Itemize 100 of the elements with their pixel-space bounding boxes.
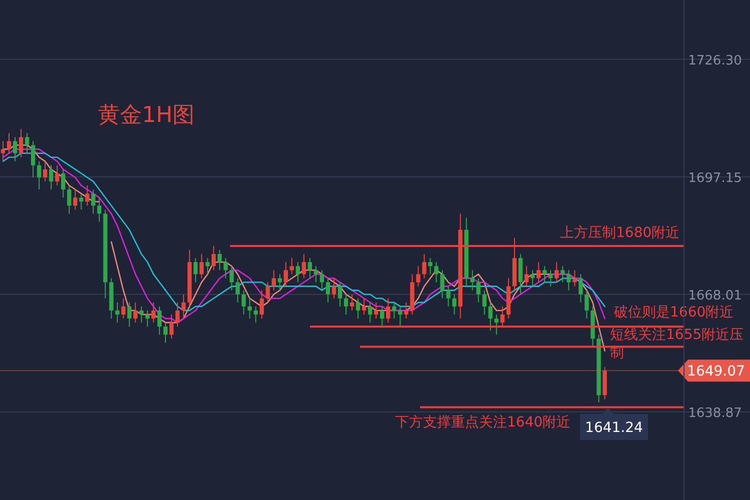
candlestick bbox=[314, 266, 318, 283]
candlestick bbox=[145, 310, 150, 328]
candlestick bbox=[524, 266, 529, 287]
candlestick bbox=[85, 184, 90, 206]
candlestick bbox=[0, 140, 6, 162]
candlestick bbox=[392, 302, 396, 320]
candlestick bbox=[248, 298, 252, 320]
candlestick bbox=[212, 245, 216, 271]
candlestick bbox=[572, 270, 577, 287]
candlestick bbox=[296, 262, 300, 283]
candlestick bbox=[236, 278, 240, 303]
candlestick bbox=[566, 270, 571, 291]
candlestick bbox=[121, 298, 126, 320]
candlestick bbox=[560, 266, 565, 283]
candlestick bbox=[224, 258, 228, 279]
y-tick-label: 1638.87 bbox=[688, 406, 742, 421]
candlestick bbox=[578, 274, 583, 303]
candlestick bbox=[24, 132, 30, 154]
ref-line-label: 破位则是1660附近 bbox=[613, 304, 734, 321]
candlestick bbox=[344, 294, 348, 316]
candlestick bbox=[338, 282, 342, 307]
candlestick bbox=[97, 197, 102, 222]
candlestick bbox=[374, 302, 378, 320]
candlestick bbox=[422, 254, 426, 279]
candlestick bbox=[428, 258, 432, 275]
candlestick bbox=[67, 184, 72, 214]
candlestick bbox=[584, 290, 589, 320]
candlestick bbox=[115, 302, 120, 324]
candlestick bbox=[320, 270, 324, 291]
candlestick bbox=[350, 294, 354, 311]
candlestick bbox=[482, 290, 487, 316]
candlestick bbox=[446, 286, 450, 307]
candlestick bbox=[79, 193, 84, 210]
candlestick bbox=[548, 270, 553, 287]
candlestick bbox=[380, 306, 384, 328]
candlestick bbox=[206, 258, 210, 275]
candlestick bbox=[470, 270, 474, 291]
candlestick bbox=[386, 298, 390, 324]
candlestick bbox=[242, 290, 246, 316]
annotation: 1641.24 bbox=[580, 408, 648, 440]
candlestick bbox=[18, 128, 24, 158]
candlestick bbox=[500, 306, 505, 328]
annotation: 1641.24 bbox=[585, 420, 644, 436]
y-tick-label: 1697.15 bbox=[688, 170, 742, 186]
candlestick bbox=[139, 306, 144, 324]
candlestick bbox=[61, 168, 66, 198]
candlestick bbox=[169, 314, 174, 340]
candlestick bbox=[554, 262, 559, 283]
candlestick bbox=[404, 302, 408, 320]
candlestick bbox=[37, 160, 42, 190]
candlestick bbox=[193, 258, 198, 283]
candlestick bbox=[362, 298, 366, 316]
candlestick bbox=[302, 254, 306, 279]
candlestick bbox=[476, 278, 481, 303]
candlestick bbox=[488, 302, 493, 332]
candlestick bbox=[91, 189, 96, 214]
y-tick-label: 1668.01 bbox=[688, 288, 742, 304]
candlestick bbox=[266, 282, 270, 303]
ref-line: 1649.07 bbox=[0, 360, 750, 382]
candlestick bbox=[278, 274, 282, 291]
candlestick bbox=[398, 306, 402, 328]
candlestick bbox=[272, 270, 276, 291]
candlestick bbox=[163, 322, 168, 344]
candlestick bbox=[30, 140, 36, 178]
candlestick bbox=[284, 262, 288, 287]
candlestick bbox=[494, 314, 499, 336]
candlestick bbox=[151, 302, 156, 324]
candlestick bbox=[368, 302, 372, 324]
y-tick-label: 1726.30 bbox=[688, 53, 742, 68]
candlestick bbox=[254, 306, 258, 324]
candlestick bbox=[260, 290, 264, 320]
candlestick bbox=[55, 164, 60, 186]
candlestick bbox=[440, 270, 444, 299]
candlestick bbox=[326, 278, 330, 303]
ref-line-label: 下方支撑重点关注1640附近 bbox=[395, 414, 571, 430]
candlestick bbox=[73, 189, 78, 210]
candlestick bbox=[356, 298, 360, 320]
candlestick bbox=[181, 294, 186, 320]
candlestick bbox=[308, 258, 312, 279]
candlestick bbox=[230, 266, 234, 291]
candlestick bbox=[452, 294, 456, 316]
ref-line-label: 1649.07 bbox=[687, 364, 745, 380]
candlestick bbox=[434, 262, 438, 283]
candlestick bbox=[43, 160, 48, 182]
ref-line-label: 上方压制1680附近 bbox=[560, 224, 680, 241]
candlestick bbox=[133, 302, 138, 324]
candlestick bbox=[218, 250, 222, 271]
candlestick bbox=[290, 258, 294, 275]
candlestick bbox=[12, 136, 18, 162]
candlestick bbox=[416, 266, 420, 287]
candlestick bbox=[127, 302, 132, 328]
candlestick bbox=[175, 302, 180, 328]
candlestick bbox=[49, 164, 54, 190]
text: 黄金1H图 bbox=[98, 103, 195, 128]
candlestick bbox=[6, 132, 12, 154]
candlestick bbox=[530, 270, 535, 287]
candlestick bbox=[157, 306, 162, 336]
candlestick bbox=[332, 278, 336, 299]
candlestick bbox=[536, 262, 541, 283]
candlestick bbox=[542, 266, 547, 283]
